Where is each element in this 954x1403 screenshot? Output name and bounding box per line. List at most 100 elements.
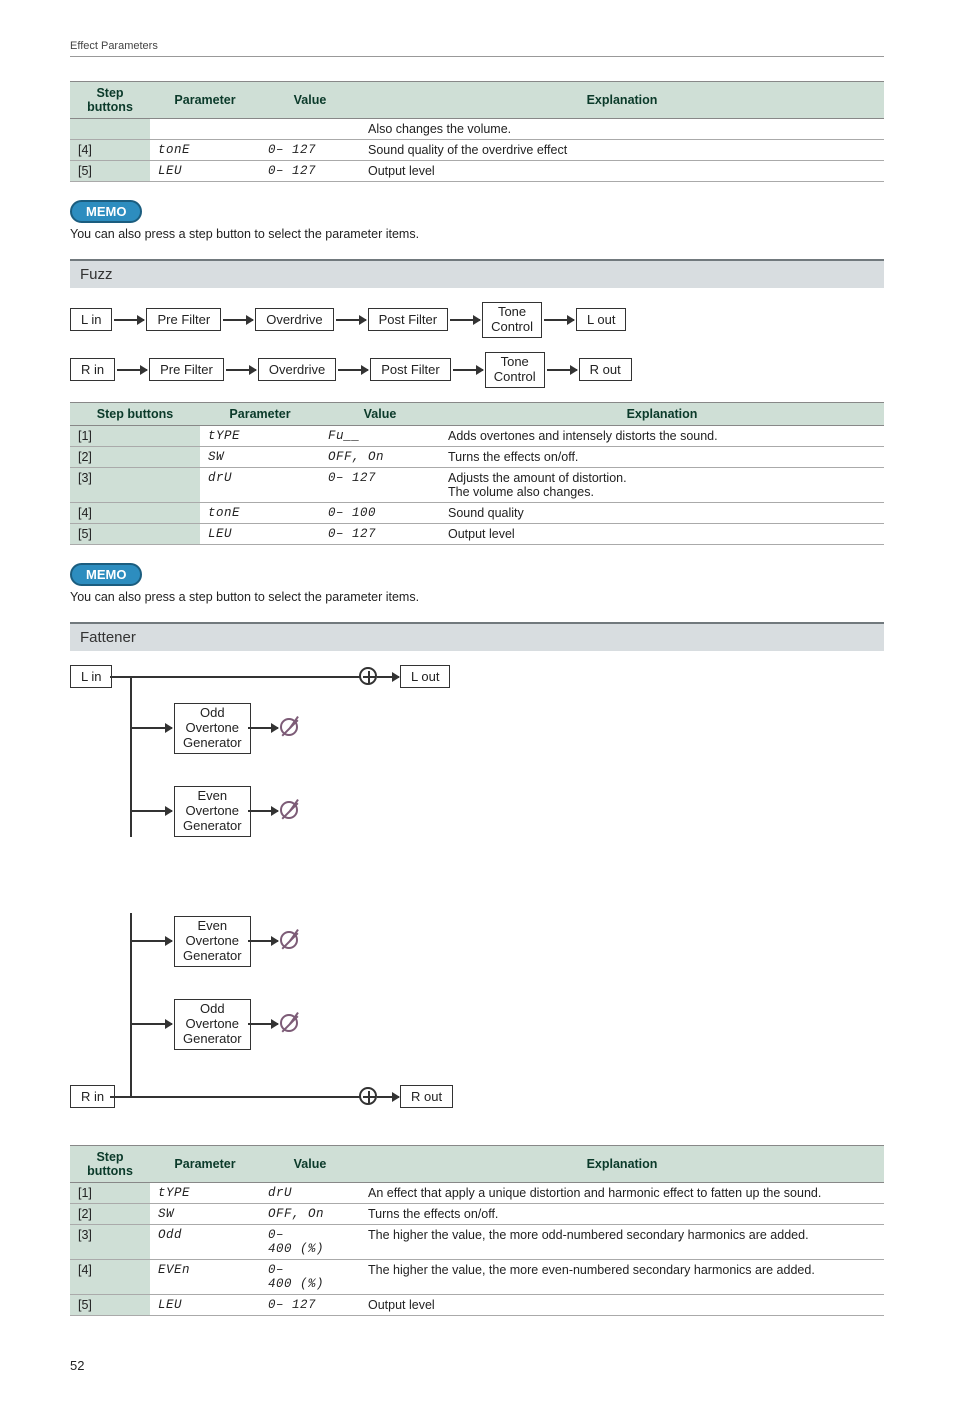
flow-box: R in — [70, 358, 115, 381]
param-cell: SW — [200, 446, 320, 467]
flow-box: R out — [579, 358, 632, 381]
knob-icon — [280, 718, 298, 736]
memo-text-2: You can also press a step button to sele… — [70, 590, 884, 604]
value-cell: 0–400 (%) — [260, 1259, 360, 1294]
param-cell: tonE — [150, 140, 260, 161]
value-cell: 0– 127 — [320, 467, 440, 502]
col-value: Value — [260, 82, 360, 119]
overdrive-continued-table: Step buttons Parameter Value Explanation… — [70, 81, 884, 182]
expl-cell: Output level — [440, 523, 884, 544]
sum-node — [359, 667, 377, 685]
flow-box: Pre Filter — [146, 308, 221, 331]
param-cell: Odd — [150, 1224, 260, 1259]
page-header: Effect Parameters — [70, 40, 884, 57]
sum-node — [359, 1087, 377, 1105]
value-cell: drU — [260, 1182, 360, 1203]
value-cell: 0– 127 — [260, 140, 360, 161]
flow-box: Tone Control — [485, 352, 545, 388]
step-cell: [1] — [70, 1182, 150, 1203]
col-param: Parameter — [150, 1145, 260, 1182]
memo-text: You can also press a step button to sele… — [70, 227, 884, 241]
lout-box: L out — [400, 665, 450, 688]
arrow-icon — [226, 369, 256, 371]
table-row: [1]tYPEdrUAn effect that apply a unique … — [70, 1182, 884, 1203]
even-gen-1: Even Overtone Generator — [174, 786, 251, 837]
step-cell: [3] — [70, 467, 200, 502]
table-row: [4]EVEn0–400 (%)The higher the value, th… — [70, 1259, 884, 1294]
param-cell: tYPE — [150, 1182, 260, 1203]
expl-cell: Adjusts the amount of distortion.The vol… — [440, 467, 884, 502]
flow-box: Tone Control — [482, 302, 542, 338]
rout-box: R out — [400, 1085, 453, 1108]
param-cell: LEU — [150, 161, 260, 182]
fattener-diagram: L in L out Odd Overtone Generator Even O… — [70, 665, 884, 1135]
arrow-icon — [223, 319, 253, 321]
expl-cell: The higher the value, the more even-numb… — [360, 1259, 884, 1294]
fuzz-table: Step buttons Parameter Value Explanation… — [70, 402, 884, 545]
arrow-icon — [544, 319, 574, 321]
value-cell: OFF, On — [320, 446, 440, 467]
step-cell: [2] — [70, 446, 200, 467]
arrow-icon — [338, 369, 368, 371]
flow-box: Post Filter — [370, 358, 451, 381]
col-step: Step buttons — [70, 402, 200, 425]
knob-icon — [280, 801, 298, 819]
value-cell: 0– 127 — [260, 1294, 360, 1315]
value-cell: 0– 127 — [320, 523, 440, 544]
odd-gen-2: Odd Overtone Generator — [174, 999, 251, 1050]
flow-box: Overdrive — [258, 358, 336, 381]
table-row: [3]Odd0–400 (%)The higher the value, the… — [70, 1224, 884, 1259]
value-cell: OFF, On — [260, 1203, 360, 1224]
flow-box: Pre Filter — [149, 358, 224, 381]
col-param: Parameter — [150, 82, 260, 119]
fattener-heading: Fattener — [70, 622, 884, 651]
step-cell — [70, 119, 150, 140]
table-row: [3]drU0– 127Adjusts the amount of distor… — [70, 467, 884, 502]
expl-cell: Turns the effects on/off. — [440, 446, 884, 467]
value-cell: 0– 127 — [260, 161, 360, 182]
step-cell: [3] — [70, 1224, 150, 1259]
flow-box: L in — [70, 308, 112, 331]
param-cell — [150, 119, 260, 140]
value-cell: 0– 100 — [320, 502, 440, 523]
param-cell: drU — [200, 467, 320, 502]
memo-badge-2: MEMO — [70, 563, 142, 586]
step-cell: [4] — [70, 140, 150, 161]
expl-cell: Sound quality of the overdrive effect — [360, 140, 884, 161]
step-cell: [4] — [70, 1259, 150, 1294]
flow-box: L out — [576, 308, 626, 331]
step-cell: [5] — [70, 1294, 150, 1315]
param-cell: LEU — [150, 1294, 260, 1315]
knob-icon — [280, 1014, 298, 1032]
param-cell: EVEn — [150, 1259, 260, 1294]
rin-box: R in — [70, 1085, 115, 1108]
table-row: [4]tonE0– 100Sound quality — [70, 502, 884, 523]
even-gen-2: Even Overtone Generator — [174, 916, 251, 967]
flow-box: Overdrive — [255, 308, 333, 331]
table-row: [2]SWOFF, OnTurns the effects on/off. — [70, 446, 884, 467]
param-cell: SW — [150, 1203, 260, 1224]
table-row: [2]SWOFF, OnTurns the effects on/off. — [70, 1203, 884, 1224]
step-cell: [4] — [70, 502, 200, 523]
expl-cell: Turns the effects on/off. — [360, 1203, 884, 1224]
expl-cell: The higher the value, the more odd-numbe… — [360, 1224, 884, 1259]
page-number: 52 — [70, 1358, 884, 1373]
arrow-icon — [117, 369, 147, 371]
fuzz-diagram: L in Pre Filter Overdrive Post Filter Tone C… — [70, 302, 884, 388]
expl-cell: Adds overtones and intensely distorts th… — [440, 425, 884, 446]
col-param: Parameter — [200, 402, 320, 425]
col-value: Value — [260, 1145, 360, 1182]
col-expl: Explanation — [440, 402, 884, 425]
fattener-table: Step buttons Parameter Value Explanation… — [70, 1145, 884, 1316]
value-cell: Fu__ — [320, 425, 440, 446]
step-cell: [2] — [70, 1203, 150, 1224]
col-value: Value — [320, 402, 440, 425]
expl-cell: An effect that apply a unique distortion… — [360, 1182, 884, 1203]
col-expl: Explanation — [360, 1145, 884, 1182]
knob-icon — [280, 931, 298, 949]
memo-badge: MEMO — [70, 200, 142, 223]
arrow-icon — [450, 319, 480, 321]
param-cell: tYPE — [200, 425, 320, 446]
step-cell: [1] — [70, 425, 200, 446]
table-row: [5]LEU0– 127Output level — [70, 161, 884, 182]
